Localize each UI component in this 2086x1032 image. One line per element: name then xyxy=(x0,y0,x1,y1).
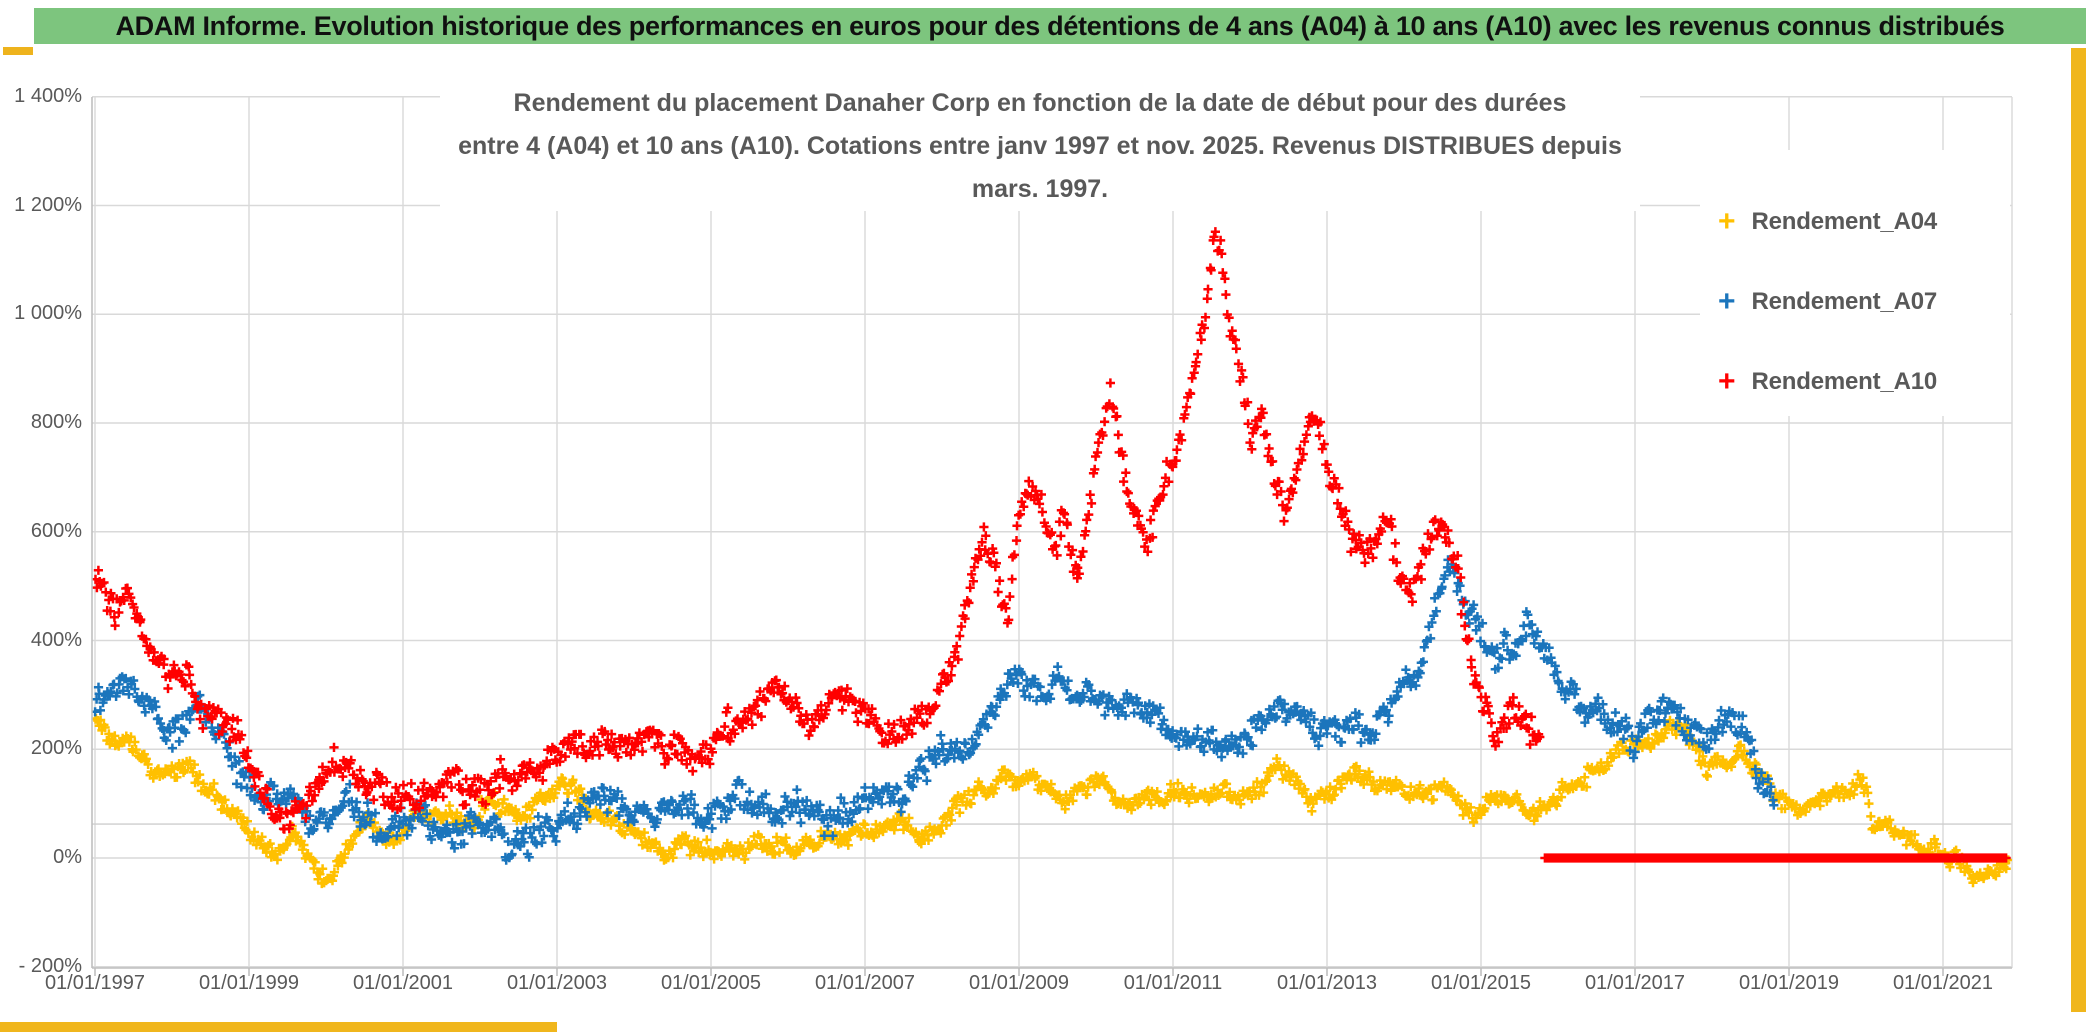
x-tick-label: 01/01/2011 xyxy=(1123,972,1223,994)
series-rendement-a10 xyxy=(92,227,2011,863)
y-tick-label: 200% xyxy=(30,737,82,760)
gold-accent-right-bar xyxy=(2071,48,2086,1012)
y-tick-label: 600% xyxy=(30,519,82,542)
y-tick-label: 800% xyxy=(30,411,82,433)
y-tick-label: 1 000% xyxy=(14,302,82,325)
chart-title: Rendement du placement Danaher Corp en f… xyxy=(440,82,1640,211)
legend-item-rendement-a10: + Rendement_A10 xyxy=(1718,364,1937,400)
legend-label: Rendement_A10 xyxy=(1751,368,1938,395)
x-tick-label: 01/01/2019 xyxy=(1738,972,1840,994)
chart-title-line1: Rendement du placement Danaher Corp en f… xyxy=(513,89,1567,117)
y-tick-label: 1 400% xyxy=(14,84,82,107)
legend-item-rendement-a07: + Rendement_A07 xyxy=(1718,284,1937,320)
gold-accent-bottom-bar xyxy=(0,1022,557,1032)
y-tick-label: 400% xyxy=(30,628,82,651)
chart-title-line2: entre 4 (A04) et 10 ans (A10). Cotations… xyxy=(458,132,1622,203)
y-tick-label: 1 200% xyxy=(14,193,82,216)
x-tick-label: 01/01/1997 xyxy=(44,972,146,994)
x-tick-label: 01/01/2003 xyxy=(506,972,608,994)
x-tick-label: 01/01/2001 xyxy=(352,972,454,994)
gold-accent-square xyxy=(3,47,33,55)
chart-legend: + Rendement_A04 + Rendement_A07 + Rendem… xyxy=(1700,150,2010,416)
x-tick-label: 01/01/2013 xyxy=(1276,972,1378,994)
series-rendement-a04 xyxy=(92,713,2012,889)
x-tick-label: 01/01/2007 xyxy=(814,972,916,994)
x-tick-label: 01/01/2005 xyxy=(660,972,762,994)
legend-item-rendement-a04: + Rendement_A04 xyxy=(1718,204,1937,240)
x-tick-label: 01/01/1999 xyxy=(198,972,300,994)
plus-marker-icon: + xyxy=(1718,365,1736,398)
x-tick-label: 01/01/2015 xyxy=(1430,972,1532,994)
y-tick-label: - 200% xyxy=(18,954,82,977)
legend-label: Rendement_A04 xyxy=(1751,208,1938,235)
x-tick-label: 01/01/2009 xyxy=(968,972,1070,994)
series-rendement-a07 xyxy=(92,555,1779,865)
axis-lines xyxy=(91,97,2012,976)
x-tick-label: 01/01/2021 xyxy=(1892,972,1994,994)
header-banner: ADAM Informe. Evolution historique des p… xyxy=(34,8,2086,44)
x-tick-label: 01/01/2017 xyxy=(1584,972,1686,994)
banner-title: ADAM Informe. Evolution historique des p… xyxy=(115,10,2005,41)
plus-marker-icon: + xyxy=(1718,205,1736,238)
legend-label: Rendement_A07 xyxy=(1751,288,1938,315)
plus-marker-icon: + xyxy=(1718,285,1736,318)
y-tick-label: 0% xyxy=(53,846,82,868)
